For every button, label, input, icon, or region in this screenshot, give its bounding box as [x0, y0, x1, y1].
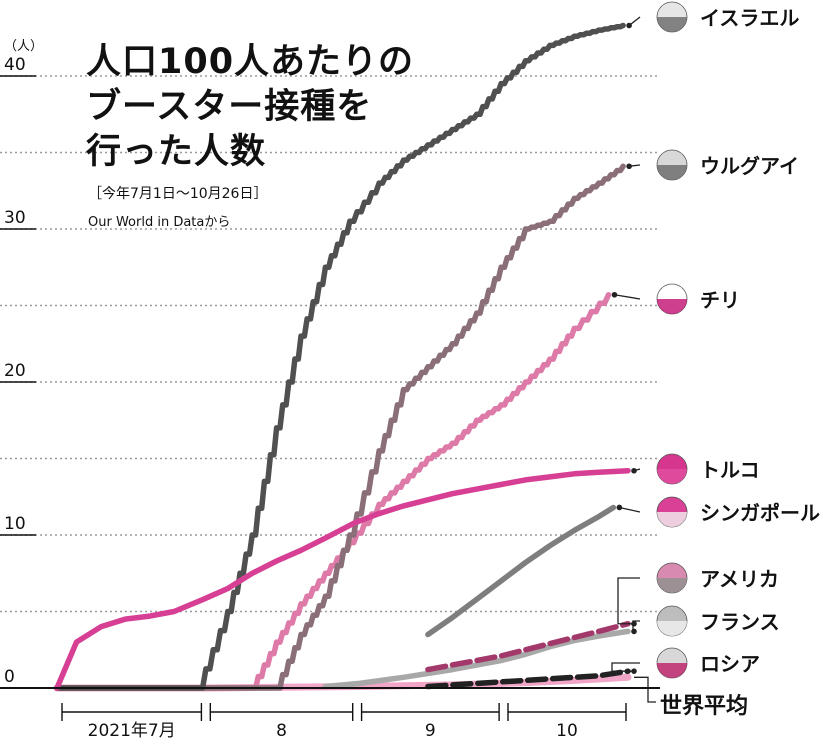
series-line-5 [54, 292, 612, 691]
leader-dot-5 [611, 291, 618, 298]
turkey-flag-icon [656, 453, 688, 485]
chart-title: 人口100人あたりの ブースター接種を 行った人数 [86, 40, 426, 175]
singapore-flag-icon [656, 496, 688, 528]
leader-dot-6 [626, 163, 632, 170]
series-line-2 [322, 628, 631, 690]
series-label-0: 世界平均 [660, 693, 748, 719]
leader-dot-3 [631, 620, 637, 627]
source-label: Our World in Dataから [88, 215, 231, 230]
series-label-5: チリ [700, 288, 740, 312]
series-label-2: フランス [700, 610, 780, 634]
leader-line-0 [634, 676, 656, 703]
title-line-2: ブースター接種を [86, 87, 373, 127]
leader-line-5 [614, 294, 641, 300]
series-layer [53, 22, 632, 692]
y-tick-label-10: 10 [4, 514, 26, 534]
period-label: ［今年7月1日～10月26日］ [88, 186, 268, 202]
series-line-4 [425, 504, 617, 638]
leader-dot-4 [616, 504, 623, 511]
israel-flag-icon [656, 1, 688, 33]
series-label-1: ロシア [700, 652, 760, 676]
x-month-label-1: 8 [276, 721, 287, 739]
series-label-4: シンガポール [700, 501, 820, 525]
y-tick-label-0: 0 [4, 667, 15, 687]
leader-dot-2 [631, 628, 637, 635]
x-month-label-3: 10 [556, 721, 578, 739]
leader-layer [611, 16, 656, 703]
series-line-7 [54, 22, 626, 691]
title-line-1: 人口100人あたりの [86, 42, 415, 82]
grid-layer [0, 75, 660, 613]
y-tick-label-40: 40 [4, 55, 26, 75]
series-label-7: イスラエル [700, 6, 799, 30]
leader-line-1 [611, 662, 640, 672]
russia-flag-icon [656, 647, 688, 679]
series-line-3 [425, 620, 631, 673]
title-line-3: 行った人数 [86, 132, 267, 172]
leader-line-4 [619, 506, 641, 513]
y-axis-unit: （人） [4, 39, 43, 54]
series-label-3: アメリカ [700, 567, 779, 591]
france-flag-icon [656, 605, 688, 637]
series-line-6 [54, 163, 626, 691]
chile-flag-icon [656, 283, 688, 315]
series-label-8: トルコ [700, 458, 760, 482]
leader-line-3 [617, 577, 640, 625]
series-line-1 [425, 668, 631, 690]
x-month-label-2: 9 [425, 721, 436, 739]
y-tick-label-20: 20 [4, 361, 26, 381]
uruguay-flag-icon [656, 149, 688, 181]
axis-layer: （人） 0 10 20 30 40 2021年7月 8 9 10 [0, 39, 660, 739]
leader-dot-8 [631, 467, 637, 474]
y-tick-label-30: 30 [4, 208, 26, 228]
leader-dot-7 [626, 22, 632, 29]
series-label-6: ウルグアイ [700, 154, 799, 178]
usa-flag-icon [656, 562, 688, 594]
leader-dot-1 [631, 668, 637, 674]
x-month-label-0: 2021年7月 [88, 721, 176, 739]
series-line-8 [54, 467, 631, 691]
